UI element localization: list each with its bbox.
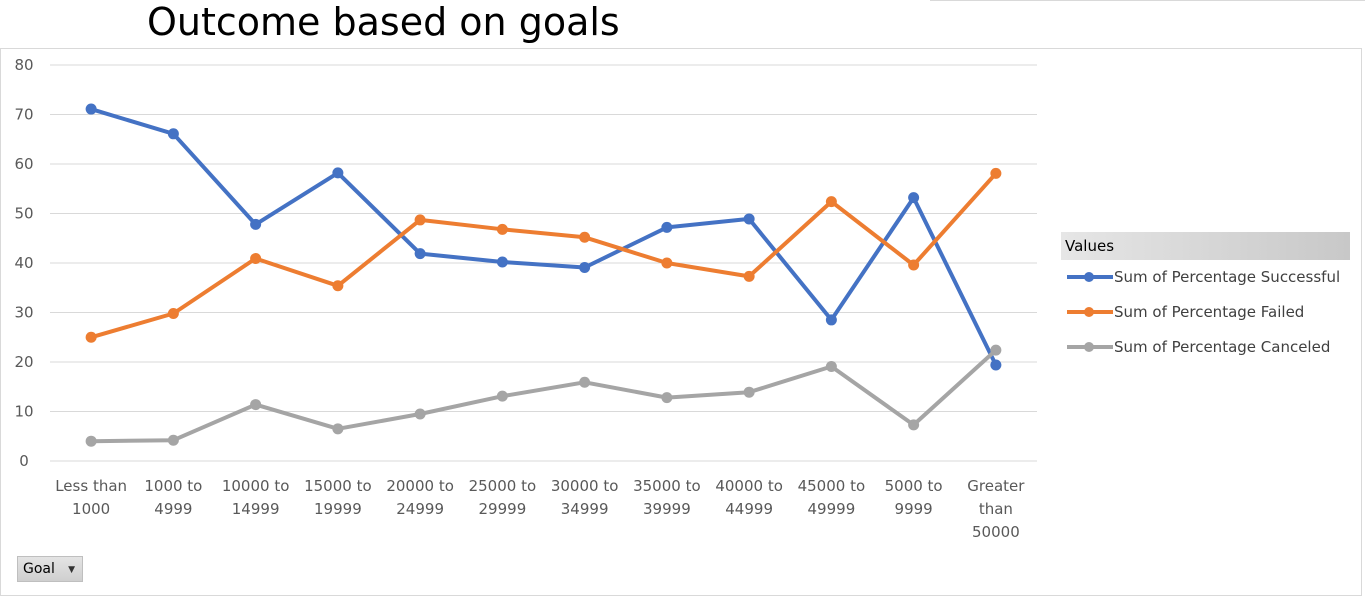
- series-lines: [85, 103, 1002, 447]
- x-tick-label: 5000 to 9999: [885, 477, 943, 518]
- y-tick-label: 20: [14, 353, 33, 371]
- series-2: [85, 344, 1002, 447]
- goal-filter-button[interactable]: Goal ▼: [17, 556, 83, 582]
- data-point: [825, 196, 837, 208]
- data-point: [661, 221, 673, 233]
- data-point: [743, 270, 755, 282]
- data-point: [990, 167, 1002, 179]
- data-point: [167, 128, 179, 140]
- data-point: [825, 360, 837, 372]
- x-tick-label: 20000 to 24999: [386, 477, 454, 518]
- data-point: [579, 231, 591, 243]
- gridlines: [50, 64, 1037, 462]
- data-point: [661, 392, 673, 404]
- data-point: [579, 261, 591, 273]
- x-tick-label: 25000 to 29999: [469, 477, 537, 518]
- x-tick-label: 15000 to 19999: [304, 477, 372, 518]
- data-point: [167, 434, 179, 446]
- y-tick-label: 50: [14, 205, 33, 223]
- x-tick-label: 30000 to 34999: [551, 477, 619, 518]
- goal-filter-label: Goal: [23, 561, 55, 577]
- series-0: [85, 103, 1002, 371]
- y-tick-label: 60: [14, 155, 33, 173]
- legend-title: Values: [1061, 232, 1350, 260]
- data-point: [990, 359, 1002, 371]
- data-point: [250, 399, 262, 411]
- data-point: [414, 408, 426, 420]
- legend-item-failed: Sum of Percentage Failed: [1061, 295, 1350, 330]
- chart-title: Outcome based on goals: [147, 0, 620, 44]
- data-point: [85, 331, 97, 343]
- dropdown-arrow-icon: ▼: [68, 565, 75, 575]
- data-point: [85, 435, 97, 447]
- data-point: [250, 253, 262, 265]
- x-tick-label: 40000 to 44999: [715, 477, 783, 518]
- x-tick-label: 35000 to 39999: [633, 477, 701, 518]
- legend-item-successful: Sum of Percentage Successful: [1061, 260, 1350, 295]
- legend-marker-failed: [1084, 307, 1094, 317]
- data-point: [743, 386, 755, 398]
- legend-marker-canceled: [1084, 342, 1094, 352]
- x-axis-ticks: Less than 1000 1000 to 4999 10000 to 14999 150…: [55, 477, 1025, 541]
- x-tick-label: 1000 to 4999: [144, 477, 202, 518]
- legend-label-canceled: Sum of Percentage Canceled: [1114, 338, 1331, 356]
- chart-area: [0, 48, 1362, 596]
- series-1: [85, 167, 1002, 343]
- data-point: [332, 167, 344, 179]
- y-tick-label: 30: [14, 304, 33, 322]
- data-point: [250, 218, 262, 230]
- data-point: [579, 376, 591, 388]
- data-point: [496, 256, 508, 268]
- x-tick-label: 45000 to 49999: [798, 477, 866, 518]
- y-tick-label: 0: [19, 452, 29, 470]
- data-point: [332, 280, 344, 292]
- data-point: [332, 423, 344, 435]
- data-point: [661, 257, 673, 269]
- data-point: [990, 344, 1002, 356]
- data-point: [496, 390, 508, 402]
- legend-label-failed: Sum of Percentage Failed: [1114, 303, 1305, 321]
- data-point: [908, 419, 920, 431]
- legend-label-successful: Sum of Percentage Successful: [1114, 268, 1341, 286]
- x-tick-label: Greater than 50000: [967, 477, 1025, 541]
- data-point: [85, 103, 97, 115]
- y-tick-label: 10: [14, 403, 33, 421]
- data-point: [496, 223, 508, 235]
- series-line: [89, 348, 998, 444]
- x-tick-label: Less than 1000: [55, 477, 127, 518]
- data-point: [743, 213, 755, 225]
- y-axis-ticks: 0 10 20 30 40 50 60 70 80: [14, 56, 33, 470]
- series-line: [89, 171, 998, 340]
- data-point: [908, 192, 920, 204]
- data-point: [167, 307, 179, 319]
- top-right-border: [930, 0, 1365, 3]
- data-point: [414, 214, 426, 226]
- legend-marker-successful: [1084, 272, 1094, 282]
- x-tick-label: 10000 to 14999: [222, 477, 290, 518]
- series-line: [89, 107, 998, 367]
- data-point: [825, 314, 837, 326]
- y-tick-label: 40: [14, 254, 33, 272]
- y-tick-label: 70: [14, 106, 33, 124]
- data-point: [908, 259, 920, 271]
- legend: Values Sum of Percentage Successful Sum …: [1061, 232, 1350, 365]
- data-point: [414, 248, 426, 260]
- legend-item-canceled: Sum of Percentage Canceled: [1061, 330, 1350, 365]
- y-tick-label: 80: [14, 56, 33, 74]
